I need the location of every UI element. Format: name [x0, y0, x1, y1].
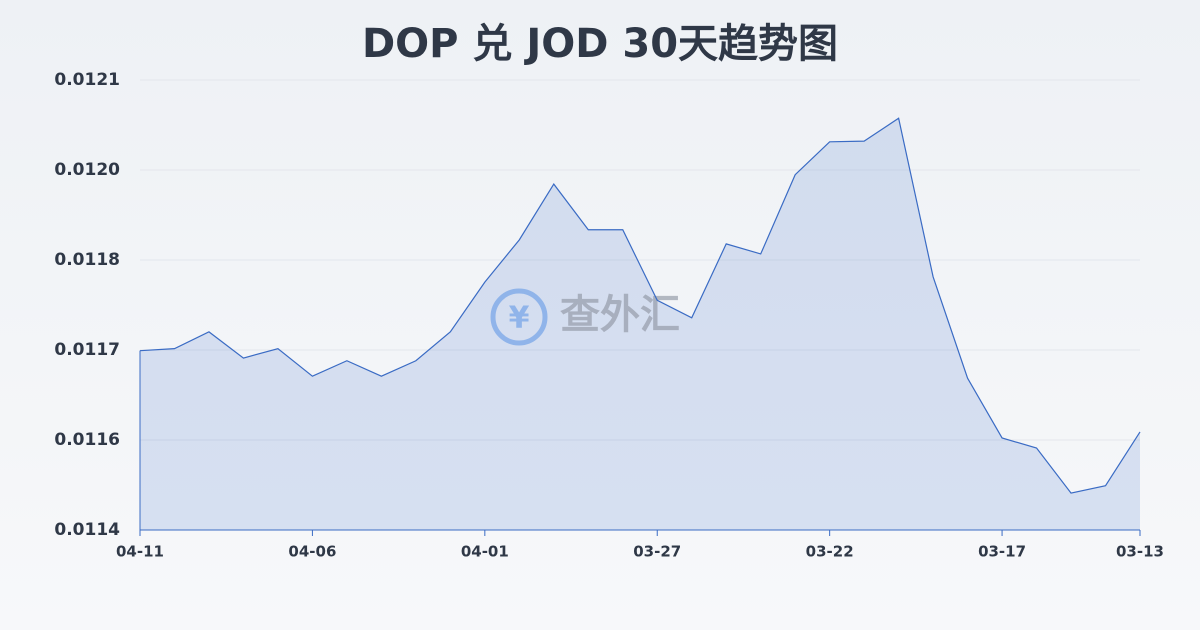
watermark-icon — [490, 288, 548, 346]
y-tick-label: 0.0116 — [54, 430, 120, 450]
watermark-icon-symbol: ¥ — [509, 301, 530, 336]
x-tick-label: 03-22 — [806, 543, 854, 561]
chart-title: DOP 兑 JOD 30天趋势图 — [362, 21, 838, 67]
x-tick-label: 04-06 — [288, 543, 336, 561]
x-tick-label: 03-17 — [978, 543, 1026, 561]
line — [139, 117, 1141, 494]
x-tick-label: 03-27 — [633, 543, 681, 561]
watermark: ¥ 查外汇 — [490, 288, 680, 346]
x-tick-label: 03-13 — [1116, 543, 1164, 561]
y-tick-label: 0.0117 — [54, 340, 120, 360]
y-tick-label: 0.0121 — [54, 70, 120, 90]
x-tick-label: 04-01 — [461, 543, 509, 561]
area — [140, 118, 1140, 531]
y-tick-label: 0.0114 — [54, 520, 120, 540]
x-tick-label: 04-11 — [116, 543, 164, 561]
y-tick-label: 0.0118 — [54, 250, 120, 270]
watermark-text: 查外汇 — [560, 292, 680, 338]
y-tick-label: 0.0120 — [54, 160, 120, 180]
